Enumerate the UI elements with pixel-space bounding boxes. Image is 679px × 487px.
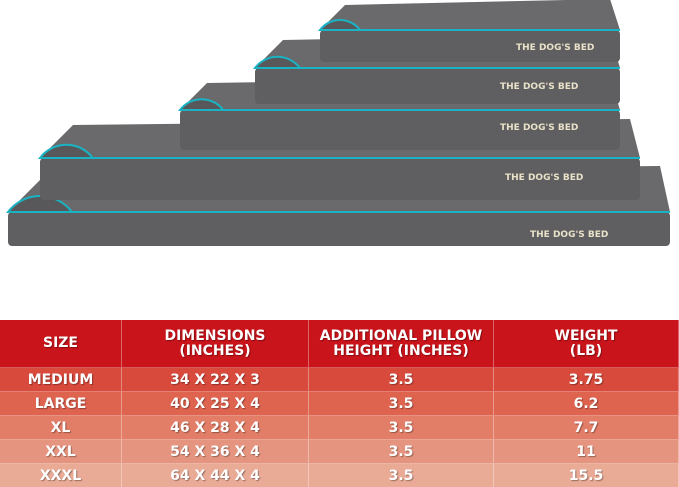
header-weight: WEIGHT(LB) (494, 320, 679, 368)
header-text: SIZE (43, 335, 78, 351)
cell-size: XXL (0, 440, 122, 464)
cell-size: XL (0, 416, 122, 440)
cell-pillow-height: 3.5 (309, 368, 494, 392)
cell-pillow-height: 3.5 (309, 416, 494, 440)
header-text: (LB) (570, 343, 602, 359)
header-size: SIZE (0, 320, 122, 368)
dog-bed-sizes-image: THE DOG'S BED THE DOG'S BED THE DOG'S BED T… (0, 0, 679, 300)
bed-logo: THE DOG'S BED (500, 82, 578, 92)
cell-weight: 11 (494, 440, 679, 464)
cell-size: MEDIUM (0, 368, 122, 392)
cell-pillow-height: 3.5 (309, 440, 494, 464)
header-text: DIMENSIONS (164, 328, 265, 344)
cell-weight: 6.2 (494, 392, 679, 416)
cell-dimensions: 34 X 22 X 3 (122, 368, 309, 392)
header-text: (INCHES) (179, 343, 250, 359)
cell-size: XXXL (0, 464, 122, 487)
header-text: HEIGHT (INCHES) (333, 343, 468, 359)
cell-dimensions: 46 X 28 X 4 (122, 416, 309, 440)
cell-dimensions: 54 X 36 X 4 (122, 440, 309, 464)
cell-weight: 15.5 (494, 464, 679, 487)
cell-weight: 7.7 (494, 416, 679, 440)
cell-dimensions: 64 X 44 X 4 (122, 464, 309, 487)
bed-logo: THE DOG'S BED (530, 230, 608, 240)
header-text: ADDITIONAL PILLOW (320, 328, 482, 344)
cell-weight: 3.75 (494, 368, 679, 392)
bed-logo: THE DOG'S BED (516, 43, 594, 53)
cell-size: LARGE (0, 392, 122, 416)
bed-logo: THE DOG'S BED (505, 173, 583, 183)
cell-dimensions: 40 X 25 X 4 (122, 392, 309, 416)
bed-logo: THE DOG'S BED (500, 123, 578, 133)
size-table: SIZE DIMENSIONS(INCHES) ADDITIONAL PILLO… (0, 320, 679, 487)
header-dimensions: DIMENSIONS(INCHES) (122, 320, 309, 368)
cell-pillow-height: 3.5 (309, 392, 494, 416)
table-header-row: SIZE DIMENSIONS(INCHES) ADDITIONAL PILLO… (0, 320, 679, 368)
cell-pillow-height: 3.5 (309, 464, 494, 487)
header-text: WEIGHT (555, 328, 618, 344)
